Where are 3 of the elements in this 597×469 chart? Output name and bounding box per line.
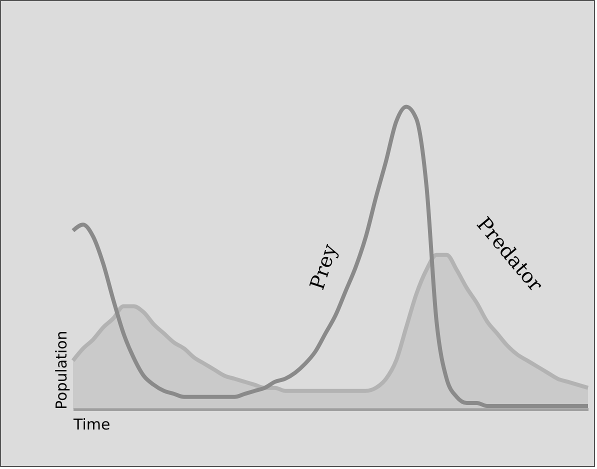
y-axis-title: Population [52,330,70,410]
x-axis-title: Time [72,416,110,434]
text: Prey [304,240,342,293]
